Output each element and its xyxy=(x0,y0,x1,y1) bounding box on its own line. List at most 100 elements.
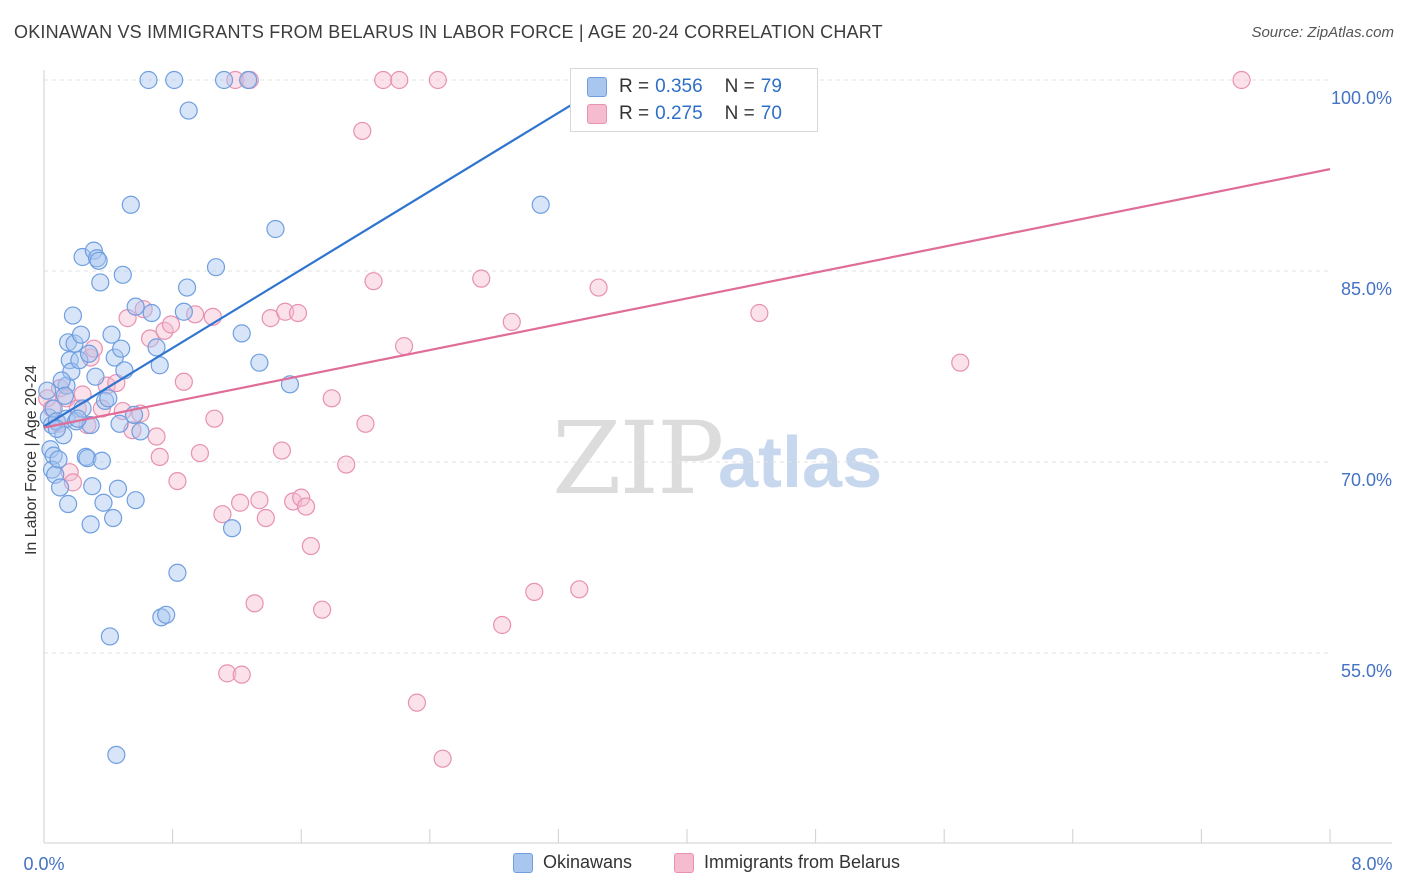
legend-r-value: 0.275 xyxy=(655,103,703,124)
okinawan-point xyxy=(71,325,91,344)
series-okinawan-points xyxy=(38,70,550,764)
belarus-point xyxy=(147,427,166,446)
legend-n-label: N = xyxy=(724,76,755,97)
belarus-point xyxy=(288,303,308,323)
belarus-point xyxy=(168,472,187,491)
okinawan-point xyxy=(38,381,57,400)
okinawan-point xyxy=(222,519,242,538)
okinawan-point xyxy=(100,627,120,646)
okinawan-point xyxy=(55,386,74,405)
okinawan-point xyxy=(147,338,166,357)
belarus-point xyxy=(502,312,521,332)
legend-item-belarus[interactable]: Immigrants from Belarus xyxy=(674,852,900,873)
legend-row-belarus: R = 0.275 N = 70 xyxy=(587,101,782,127)
trend-lines xyxy=(43,72,1331,429)
legend-row-okinawans: R = 0.356 N = 79 xyxy=(587,74,782,100)
belarus-point xyxy=(272,441,292,460)
belarus-point xyxy=(84,339,103,358)
okinawan-trend-line xyxy=(43,72,624,428)
belarus-point xyxy=(390,70,409,90)
belarus-point xyxy=(353,121,372,141)
y-tick-label: 100.0% xyxy=(1331,88,1392,108)
legend-r-value: 0.356 xyxy=(655,76,703,97)
correlation-legend: R = 0.356 N = 79 R = 0.275 N = 70 xyxy=(570,68,818,132)
okinawan-point xyxy=(531,195,550,214)
legend-n-value: 79 xyxy=(760,76,782,97)
y-axis-label: In Labor Force | Age 20-24 xyxy=(23,365,40,555)
legend-n-value: 70 xyxy=(760,103,782,124)
belarus-point xyxy=(38,389,57,408)
legend-r-label: R = xyxy=(619,76,650,97)
okinawan-point xyxy=(42,460,62,479)
okinawan-point xyxy=(206,258,226,277)
okinawan-point xyxy=(110,414,129,433)
belarus-point xyxy=(374,70,393,90)
okinawan-point xyxy=(92,451,111,470)
okinawan-point xyxy=(108,479,128,498)
belarus-point xyxy=(296,497,316,516)
y-tick-label: 70.0% xyxy=(1341,470,1392,490)
okinawan-point xyxy=(126,297,145,316)
belarus-point xyxy=(256,508,275,528)
chart-source: Source: ZipAtlas.com xyxy=(1251,24,1394,41)
belarus-point xyxy=(589,278,608,297)
legend-swatch-okinawans xyxy=(587,77,607,97)
okinawan-point xyxy=(105,348,124,367)
okinawan-point xyxy=(266,219,285,239)
belarus-point xyxy=(213,505,232,524)
okinawan-point xyxy=(232,324,251,343)
legend-swatch-belarus xyxy=(674,852,694,873)
belarus-point xyxy=(428,70,447,90)
belarus-point xyxy=(525,582,544,601)
okinawan-point xyxy=(89,251,108,270)
okinawan-point xyxy=(239,70,258,90)
belarus-point xyxy=(231,493,250,512)
belarus-point xyxy=(232,665,251,684)
okinawan-point xyxy=(63,306,83,325)
belarus-point xyxy=(276,302,295,321)
belarus-point xyxy=(150,447,169,467)
tick-labels: 100.0% 85.0% 70.0% 55.0% 0.0% 8.0% xyxy=(23,88,1392,874)
okinawan-point xyxy=(113,265,132,284)
okinawan-point xyxy=(52,371,71,390)
x-tick-label: 8.0% xyxy=(1351,854,1392,874)
okinawan-point xyxy=(94,493,113,512)
okinawan-point xyxy=(102,325,121,344)
belarus-point xyxy=(186,305,205,324)
belarus-point xyxy=(951,353,970,372)
y-tick-label: 55.0% xyxy=(1341,661,1392,681)
belarus-point xyxy=(356,414,375,433)
okinawan-point xyxy=(107,745,126,764)
okinawan-point xyxy=(250,353,269,372)
okinawan-point xyxy=(126,491,145,510)
okinawan-point xyxy=(174,302,193,321)
belarus-trend-line xyxy=(43,168,1331,429)
okinawan-point xyxy=(79,344,99,363)
okinawan-point xyxy=(59,494,78,514)
axes xyxy=(43,70,1392,844)
okinawan-point xyxy=(81,515,100,534)
belarus-point xyxy=(570,580,589,599)
legend-r-label: R = xyxy=(619,103,650,124)
okinawan-point xyxy=(139,70,158,90)
watermark-zip: ZIP xyxy=(552,400,724,517)
okinawan-point xyxy=(168,563,187,582)
okinawan-point xyxy=(142,303,161,323)
okinawan-point xyxy=(70,351,89,370)
okinawan-point xyxy=(91,273,110,292)
belarus-point xyxy=(312,600,332,619)
legend-item-okinawans[interactable]: Okinawans xyxy=(513,852,632,873)
legend-swatch-belarus xyxy=(587,104,607,124)
okinawan-point xyxy=(165,70,184,90)
belarus-point xyxy=(161,315,181,334)
belarus-point xyxy=(407,693,427,712)
legend-swatch-okinawans xyxy=(513,852,533,873)
legend-label-belarus: Immigrants from Belarus xyxy=(704,852,901,872)
okinawan-point xyxy=(86,367,105,386)
okinawan-point xyxy=(179,101,198,120)
belarus-point xyxy=(493,615,512,635)
belarus-point xyxy=(337,455,356,474)
okinawan-point xyxy=(99,389,118,408)
series-legend: Okinawans Immigrants from Belarus xyxy=(0,852,1406,878)
